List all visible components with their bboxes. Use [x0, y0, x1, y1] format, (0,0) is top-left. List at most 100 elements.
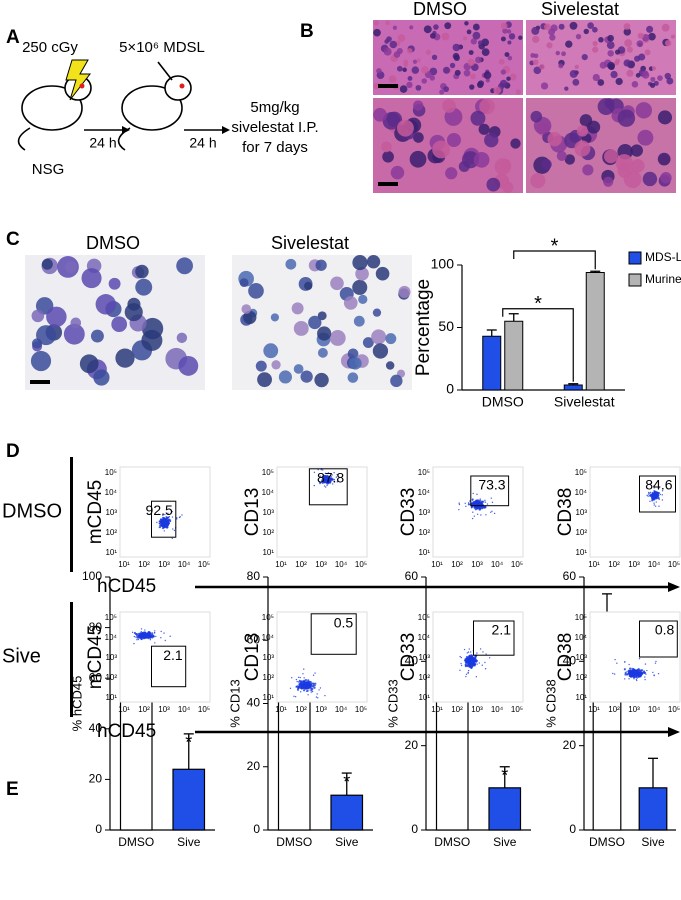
flow-tick: 10³ — [262, 653, 274, 662]
event — [296, 688, 300, 691]
cell — [477, 40, 483, 46]
y-tick-label: 40 — [405, 654, 419, 668]
flow-tick: 10¹ — [262, 693, 274, 702]
event — [138, 633, 142, 637]
event — [169, 635, 171, 637]
cell — [411, 66, 420, 74]
event — [661, 494, 663, 496]
cell — [373, 28, 381, 37]
flow-tick: 10⁴ — [491, 705, 504, 714]
flow-tick: 10³ — [158, 705, 170, 714]
event — [160, 630, 162, 633]
cell — [626, 69, 634, 77]
event — [300, 691, 302, 693]
cell — [452, 43, 461, 52]
event — [312, 682, 315, 685]
cell — [300, 370, 313, 383]
event — [649, 492, 651, 495]
cell — [635, 73, 641, 78]
gate — [151, 645, 187, 688]
cell — [624, 39, 633, 48]
event — [311, 690, 314, 693]
event — [324, 479, 327, 482]
marker-label: mCD45 — [85, 625, 106, 689]
cell — [530, 110, 543, 123]
cell — [630, 144, 643, 157]
event — [652, 494, 655, 498]
cell — [373, 83, 380, 89]
event — [653, 504, 655, 506]
y-tick-label: 20 — [563, 738, 577, 752]
event — [321, 480, 324, 483]
event — [661, 499, 664, 501]
x-tick-label: Sive — [335, 835, 359, 849]
cell — [473, 151, 490, 168]
event — [623, 661, 626, 663]
event — [325, 476, 328, 479]
event — [653, 674, 655, 676]
cell — [409, 25, 414, 30]
treatment: 5mg/kg — [250, 99, 299, 116]
gate — [639, 620, 678, 658]
cell — [352, 279, 368, 295]
cell — [315, 259, 327, 271]
flow-tick: 10³ — [262, 508, 274, 517]
gate — [151, 500, 177, 538]
event — [172, 528, 174, 530]
flow-tick: 10³ — [471, 705, 483, 714]
event — [141, 638, 143, 641]
cell — [607, 34, 614, 42]
cell — [572, 78, 580, 86]
event — [319, 482, 321, 485]
event — [316, 693, 318, 695]
event — [493, 512, 496, 515]
cell — [278, 370, 292, 384]
cell — [583, 28, 589, 35]
event — [153, 632, 156, 634]
event — [654, 494, 657, 497]
flow-tick: 10¹ — [105, 693, 117, 702]
cell — [63, 323, 85, 345]
x-tick-label: DMSO — [589, 835, 625, 849]
cell — [657, 110, 673, 125]
flow-tick: 10² — [418, 673, 430, 682]
cell — [604, 98, 615, 109]
event — [479, 648, 482, 650]
event — [635, 675, 638, 678]
event — [171, 510, 173, 513]
event — [468, 658, 472, 661]
panel-label: E — [6, 779, 19, 800]
cell — [558, 23, 565, 30]
event — [163, 525, 166, 528]
y-tick-label: 50 — [438, 318, 454, 334]
flow-tick: 10¹ — [118, 705, 130, 714]
panel-label: B — [300, 21, 314, 42]
event — [134, 632, 137, 636]
y-tick-label: 60 — [89, 670, 103, 684]
event — [658, 487, 660, 489]
event — [314, 672, 316, 674]
event — [140, 630, 142, 633]
cell — [415, 84, 422, 91]
event — [458, 502, 460, 504]
cell — [466, 29, 472, 35]
event — [304, 683, 308, 686]
x-tick-label: DMSO — [434, 835, 470, 849]
event — [490, 511, 492, 513]
event — [471, 517, 474, 520]
event — [467, 651, 470, 653]
cell — [329, 330, 346, 346]
cell — [442, 66, 450, 74]
y-tick-label: 0 — [95, 822, 102, 836]
mouse — [121, 85, 183, 131]
event — [632, 676, 636, 679]
event — [315, 696, 318, 698]
event — [658, 498, 661, 500]
bar — [172, 768, 206, 831]
event — [479, 503, 482, 506]
dose: 250 cGy — [22, 39, 78, 56]
event — [167, 512, 169, 515]
event — [312, 684, 315, 687]
cell — [248, 283, 264, 299]
x-marker: hCD45 — [97, 721, 156, 742]
